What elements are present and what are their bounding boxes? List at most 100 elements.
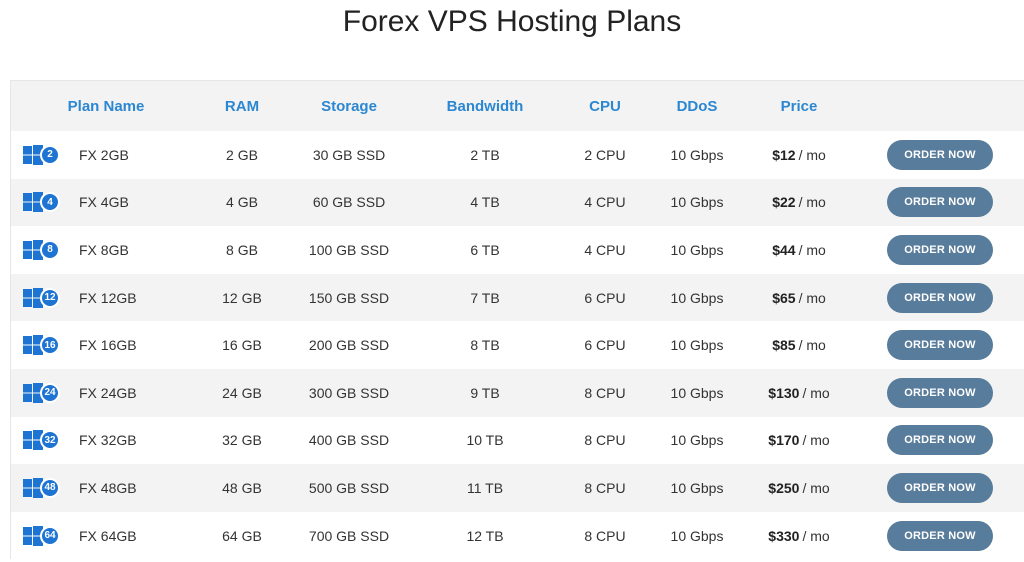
cpu-value: 4 CPU bbox=[584, 194, 626, 211]
windows-logo-icon bbox=[23, 239, 43, 260]
cpu-value: 4 CPU bbox=[584, 241, 626, 258]
price-value: $12/ mo bbox=[749, 131, 849, 179]
ram-value: 8 GB bbox=[226, 241, 258, 258]
table-row: 2 FX 2GB 2 GB 30 GB SSD 2 TB 2 CPU 10 Gbps $12/… bbox=[11, 131, 1024, 179]
ram-badge: 8 bbox=[40, 239, 60, 260]
plan-name: FX 48GB bbox=[79, 479, 137, 496]
price-value: $330/ mo bbox=[749, 512, 849, 560]
bandwidth-value: 4 TB bbox=[470, 194, 500, 211]
bandwidth-value: 12 TB bbox=[466, 527, 504, 544]
cpu-value: 2 CPU bbox=[584, 146, 626, 163]
price-amount: $12 bbox=[772, 146, 796, 163]
windows-logo-icon bbox=[23, 525, 43, 546]
price-value: $130/ mo bbox=[749, 369, 849, 417]
plan-cell: 2 FX 2GB bbox=[11, 131, 201, 179]
order-cell: ORDER NOW bbox=[887, 131, 993, 179]
header-bandwidth: Bandwidth bbox=[446, 97, 524, 115]
price-amount: $130 bbox=[768, 384, 800, 401]
table-header-row: Plan Name RAM Storage Bandwidth CPU DDoS… bbox=[11, 81, 1024, 131]
ram-badge: 4 bbox=[40, 192, 60, 213]
order-now-button[interactable]: ORDER NOW bbox=[887, 377, 993, 408]
table-row: 12 FX 12GB 12 GB 150 GB SSD 7 TB 6 CPU 10 Gbps… bbox=[11, 273, 1024, 322]
ram-value: 12 GB bbox=[222, 289, 262, 306]
price-period: / mo bbox=[802, 479, 830, 496]
plan-name: FX 24GB bbox=[79, 384, 137, 401]
storage-value: 60 GB SSD bbox=[312, 194, 386, 211]
storage-value: 400 GB SSD bbox=[308, 432, 390, 449]
cpu-value: 6 CPU bbox=[584, 337, 626, 354]
windows-logo-icon bbox=[23, 192, 43, 213]
order-now-button[interactable]: ORDER NOW bbox=[887, 472, 993, 503]
table-row: 32 FX 32GB 32 GB 400 GB SSD 10 TB 8 CPU 10 Gbp… bbox=[11, 416, 1024, 465]
price-amount: $65 bbox=[772, 289, 796, 306]
plan-name: FX 64GB bbox=[79, 527, 137, 544]
plans-table: Plan Name RAM Storage Bandwidth CPU DDoS… bbox=[10, 80, 1024, 560]
order-cell: ORDER NOW bbox=[887, 464, 993, 512]
ram-badge: 48 bbox=[40, 477, 60, 498]
order-now-button[interactable]: ORDER NOW bbox=[887, 330, 993, 361]
order-cell: ORDER NOW bbox=[887, 417, 993, 465]
order-cell: ORDER NOW bbox=[887, 274, 993, 322]
cpu-value: 8 CPU bbox=[584, 479, 626, 496]
storage-value: 30 GB SSD bbox=[312, 146, 386, 163]
storage-value: 150 GB SSD bbox=[308, 289, 390, 306]
table-row: 16 FX 16GB 16 GB 200 GB SSD 8 TB 6 CPU 10 Gbps… bbox=[11, 321, 1024, 369]
ddos-value: 10 Gbps bbox=[670, 337, 724, 354]
ram-badge: 12 bbox=[40, 287, 60, 308]
price-period: / mo bbox=[798, 289, 826, 306]
order-now-button[interactable]: ORDER NOW bbox=[887, 234, 993, 265]
ram-value: 16 GB bbox=[222, 337, 262, 354]
order-now-button[interactable]: ORDER NOW bbox=[887, 282, 993, 313]
price-amount: $85 bbox=[772, 337, 796, 354]
windows-logo-icon bbox=[23, 477, 43, 498]
ram-value: 2 GB bbox=[226, 146, 258, 163]
bandwidth-value: 11 TB bbox=[466, 479, 504, 496]
windows-logo-icon bbox=[23, 335, 43, 356]
windows-logo-icon bbox=[23, 287, 43, 308]
order-now-button[interactable]: ORDER NOW bbox=[887, 520, 993, 551]
header-ddos: DDoS bbox=[676, 97, 718, 115]
ddos-value: 10 Gbps bbox=[670, 432, 724, 449]
header-ram: RAM bbox=[224, 97, 260, 115]
order-cell: ORDER NOW bbox=[887, 321, 993, 369]
ddos-value: 10 Gbps bbox=[670, 194, 724, 211]
cpu-value: 8 CPU bbox=[584, 527, 626, 544]
plan-cell: 12 FX 12GB bbox=[11, 274, 201, 322]
ram-value: 24 GB bbox=[222, 384, 262, 401]
price-value: $85/ mo bbox=[749, 321, 849, 369]
price-period: / mo bbox=[798, 146, 826, 163]
table-row: 24 FX 24GB 24 GB 300 GB SSD 9 TB 8 CPU 10 Gbps… bbox=[11, 368, 1024, 417]
table-row: 8 FX 8GB 8 GB 100 GB SSD 6 TB 4 CPU 10 Gbps $44… bbox=[11, 226, 1024, 274]
windows-logo-icon bbox=[23, 144, 43, 165]
plan-name: FX 4GB bbox=[79, 194, 129, 211]
plan-cell: 48 FX 48GB bbox=[11, 464, 201, 512]
price-value: $22/ mo bbox=[749, 179, 849, 227]
cpu-value: 8 CPU bbox=[584, 384, 626, 401]
ram-value: 32 GB bbox=[222, 432, 262, 449]
cpu-value: 6 CPU bbox=[584, 289, 626, 306]
table-row: 64 FX 64GB 64 GB 700 GB SSD 12 TB 8 CPU 10 Gbp… bbox=[11, 511, 1024, 560]
storage-value: 200 GB SSD bbox=[308, 337, 390, 354]
ddos-value: 10 Gbps bbox=[670, 289, 724, 306]
price-period: / mo bbox=[798, 337, 826, 354]
price-period: / mo bbox=[798, 241, 826, 258]
plan-cell: 16 FX 16GB bbox=[11, 321, 201, 369]
ram-value: 64 GB bbox=[222, 527, 262, 544]
price-value: $170/ mo bbox=[749, 417, 849, 465]
price-period: / mo bbox=[802, 527, 830, 544]
bandwidth-value: 2 TB bbox=[470, 146, 500, 163]
storage-value: 500 GB SSD bbox=[308, 479, 390, 496]
ram-badge: 64 bbox=[40, 525, 60, 546]
order-now-button[interactable]: ORDER NOW bbox=[887, 139, 993, 170]
order-now-button[interactable]: ORDER NOW bbox=[887, 425, 993, 456]
price-period: / mo bbox=[798, 194, 826, 211]
ram-badge: 16 bbox=[40, 335, 60, 356]
plan-cell: 24 FX 24GB bbox=[11, 369, 201, 417]
price-value: $65/ mo bbox=[749, 274, 849, 322]
price-amount: $330 bbox=[768, 527, 800, 544]
price-value: $250/ mo bbox=[749, 464, 849, 512]
ddos-value: 10 Gbps bbox=[670, 384, 724, 401]
bandwidth-value: 10 TB bbox=[466, 432, 504, 449]
order-now-button[interactable]: ORDER NOW bbox=[887, 187, 993, 218]
plan-name: FX 2GB bbox=[79, 146, 129, 163]
